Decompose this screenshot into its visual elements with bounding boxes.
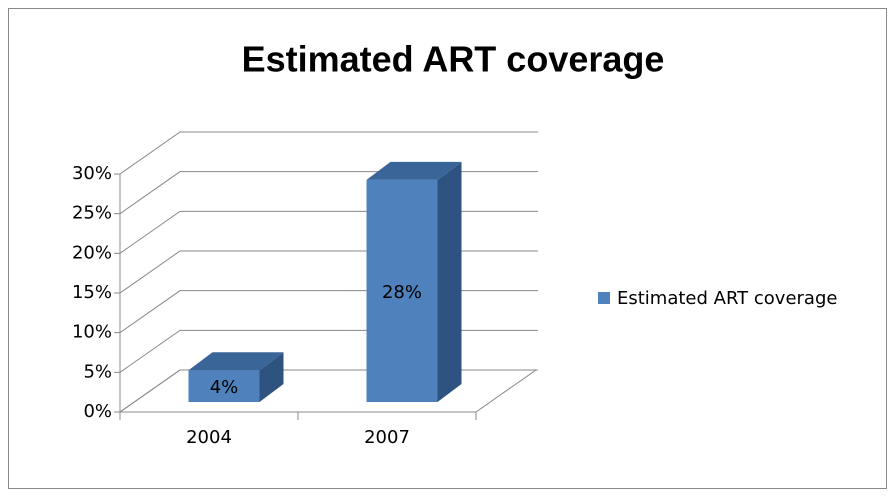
y-tick-label: 20% [72, 242, 112, 263]
legend-swatch [598, 292, 610, 304]
data-label: 28% [382, 282, 422, 303]
bar-side [259, 352, 284, 402]
y-tick-label: 15% [72, 282, 112, 303]
y-tick-label: 25% [72, 203, 112, 224]
bar-top [366, 161, 462, 180]
x-tick-label: 2004 [186, 427, 232, 448]
legend-label: Estimated ART coverage [617, 288, 837, 309]
x-tick-label: 2007 [364, 427, 410, 448]
chart-title: Estimated ART coverage [242, 39, 665, 80]
bar [366, 179, 438, 402]
bar-top [188, 352, 284, 371]
y-tick-label: 10% [72, 322, 112, 343]
bar-side [437, 161, 462, 402]
grid-line [119, 131, 538, 175]
y-tick-label: 30% [72, 163, 112, 184]
bar [188, 370, 260, 402]
y-tick-label: 5% [83, 361, 112, 382]
y-tick-label: 0% [83, 401, 112, 422]
data-label: 4% [210, 377, 239, 398]
